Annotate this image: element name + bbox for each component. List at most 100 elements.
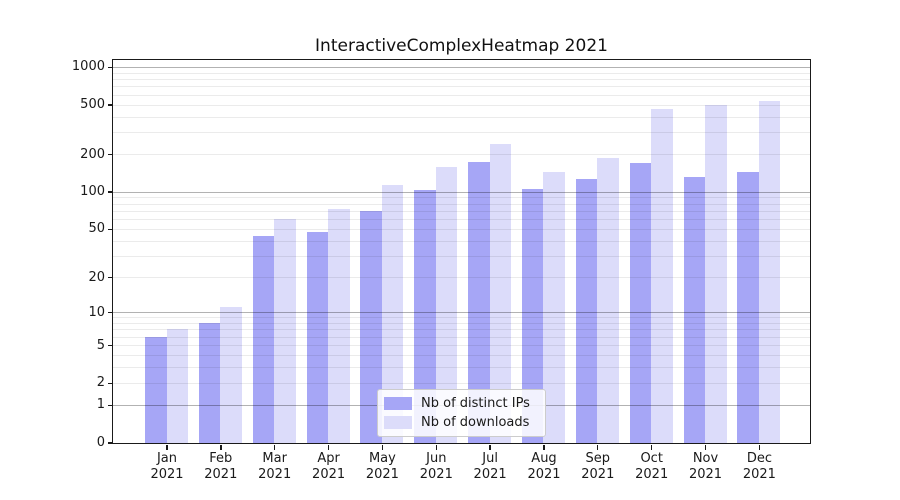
gridline-5 [112,345,810,347]
legend: Nb of distinct IPs Nb of downloads [377,389,546,437]
y-tick-mark-10 [107,311,113,314]
y-tick-mark-1 [107,404,113,406]
x-tick-label-mar: Mar 2021 [247,451,303,482]
x-tick-mark-may [381,444,384,450]
gridline-10 [112,312,810,314]
gridline-600 [112,94,810,96]
y-tick-mark-200 [107,153,113,156]
bar-ips-jan [145,336,167,443]
y-tick-label-50: 50 [88,221,105,237]
x-tick-year-jun: 2021 [419,466,453,482]
gridline-900 [112,72,810,74]
gridline-6 [112,336,810,338]
y-tick-label-500: 500 [80,97,105,112]
legend-label-distinct-ips: Nb of distinct IPs [421,396,530,411]
gridline-3 [112,367,810,369]
x-tick-label-aug: Aug 2021 [516,451,572,482]
y-tick-mark-1000 [107,66,113,69]
bar-ips-may [360,210,382,443]
x-tick-year-may: 2021 [365,466,399,482]
x-tick-label-dec: Dec 2021 [731,451,787,482]
x-tick-mark-apr [327,444,330,450]
gridline-800 [112,79,810,80]
bar-ips-dec [737,171,759,443]
gridline-60 [112,219,810,220]
gridline-70 [112,210,810,212]
gridline-7 [112,329,810,331]
bar-downloads-aug [543,171,565,443]
y-tick-label-1000: 1000 [71,59,105,75]
gridline-30 [112,255,810,257]
y-tick-mark-2 [107,382,113,384]
x-tick-year-dec: 2021 [742,466,776,482]
x-tick-label-may: May 2021 [354,451,410,482]
x-tick-label-sep: Sep 2021 [570,451,626,482]
gridline-8 [112,323,810,324]
bar-downloads-apr [328,208,350,443]
x-tick-mark-jul [489,444,491,450]
y-tick-label-5: 5 [96,337,105,353]
bar-downloads-nov [705,104,727,443]
y-tick-label-1: 1 [96,397,105,413]
gridline-50 [112,228,810,230]
bar-downloads-jun [435,167,458,443]
gridline-200 [112,154,810,156]
bar-ips-sep [575,179,598,443]
gridline-1000 [112,66,810,68]
x-tick-mark-aug [543,444,545,450]
y-tick-mark-50 [107,228,113,230]
legend-row-downloads: Nb of downloads [384,413,539,432]
x-tick-label-jun: Jun 2021 [408,451,464,482]
x-tick-year-mar: 2021 [258,466,292,482]
x-tick-year-jul: 2021 [473,466,507,482]
bar-ips-nov [683,177,705,443]
y-tick-mark-5 [107,344,113,347]
y-tick-mark-20 [107,276,113,279]
y-tick-label-0: 0 [96,435,105,450]
y-tick-label-200: 200 [80,146,105,162]
x-tick-year-oct: 2021 [635,466,669,482]
bar-downloads-oct [651,108,673,443]
x-tick-mark-dec [758,444,760,450]
gridline-20 [112,277,810,278]
bar-ips-feb [198,323,221,443]
gridline-100 [112,191,810,193]
x-tick-mark-jun [435,444,437,450]
legend-swatch-distinct-ips [384,397,412,410]
x-tick-mark-jan [166,444,168,450]
y-tick-label-100: 100 [80,184,105,200]
x-tick-label-oct: Oct 2021 [624,451,680,482]
x-tick-label-feb: Feb 2021 [193,451,249,482]
chart-title: InteractiveComplexHeatmap 2021 [315,36,608,56]
bar-ips-jul [468,162,490,443]
gridline-700 [112,86,810,88]
bar-ips-apr [306,232,329,443]
y-tick-label-20: 20 [88,269,105,285]
gridline-40 [112,240,810,242]
gridline-400 [112,116,810,118]
y-tick-mark-0 [107,442,113,444]
bar-ips-aug [521,188,544,443]
x-tick-mark-feb [220,444,222,450]
y-tick-mark-500 [107,104,113,106]
y-tick-label-2: 2 [96,375,105,391]
x-tick-label-jul: Jul 2021 [462,451,518,482]
x-tick-label-apr: Apr 2021 [301,451,357,482]
bar-downloads-jul [489,144,512,443]
legend-label-downloads: Nb of downloads [421,415,530,430]
gridline-9 [112,317,810,319]
x-tick-year-apr: 2021 [312,466,346,482]
x-tick-mark-sep [597,444,599,450]
x-tick-year-sep: 2021 [581,466,615,482]
x-tick-label-nov: Nov 2021 [678,451,734,482]
bar-downloads-dec [758,100,781,443]
gridline-90 [112,197,810,199]
x-tick-mark-oct [651,444,653,450]
x-tick-year-jan: 2021 [150,466,184,482]
gridline-500 [112,104,810,106]
bar-downloads-may [381,185,404,443]
legend-row-distinct-ips: Nb of distinct IPs [384,394,539,413]
bar-ips-oct [629,163,652,443]
y-tick-label-10: 10 [88,304,105,320]
